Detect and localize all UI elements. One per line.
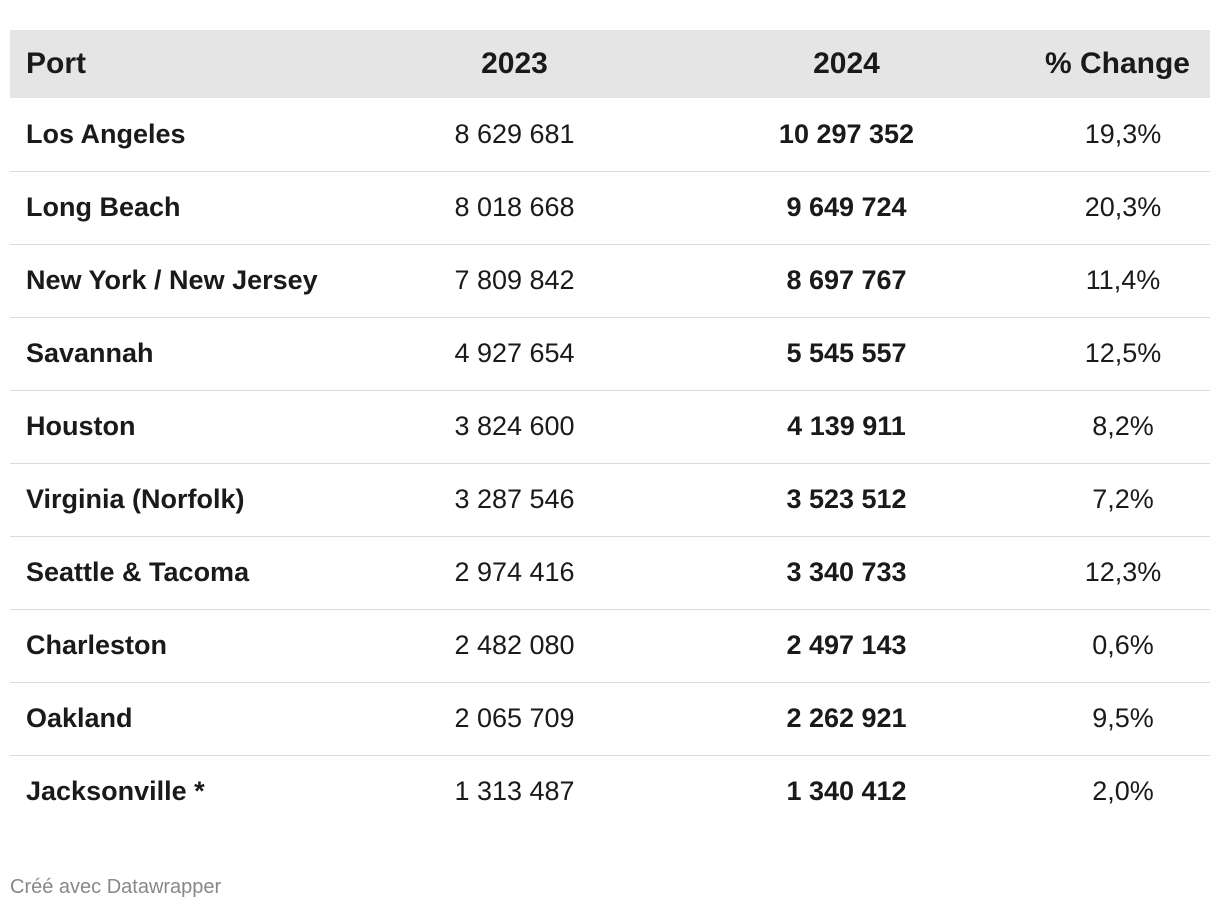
value-2024-cell: 4 139 911 bbox=[787, 411, 906, 441]
value-2024-cell: 3 340 733 bbox=[786, 557, 907, 587]
change-cell: 19,3% bbox=[1084, 118, 1162, 149]
port-volume-table: Port 2023 2024 % Change Los Angeles 8 629… bbox=[10, 30, 1210, 828]
value-2023-cell: 2 974 416 bbox=[454, 557, 575, 587]
value-2024-cell: 5 545 557 bbox=[786, 338, 907, 368]
table-row: Los Angeles 8 629 681 10 297 352 19,3% bbox=[10, 98, 1210, 171]
table-row: Jacksonville * 1 313 487 1 340 412 2,0% bbox=[10, 755, 1210, 828]
port-cell: Los Angeles bbox=[26, 118, 186, 149]
change-cell: 2,0% bbox=[1092, 776, 1154, 807]
value-2023-cell: 2 482 080 bbox=[454, 630, 575, 660]
header-row: Port 2023 2024 % Change bbox=[10, 30, 1210, 98]
value-2024-cell: 1 340 412 bbox=[786, 776, 907, 807]
column-header-port[interactable]: Port bbox=[26, 47, 86, 80]
change-cell: 0,6% bbox=[1092, 630, 1154, 660]
port-cell: New York / New Jersey bbox=[26, 265, 318, 295]
data-table-container: Port 2023 2024 % Change Los Angeles 8 629… bbox=[10, 30, 1210, 828]
value-2023-cell: 3 824 600 bbox=[454, 411, 575, 441]
port-cell: Charleston bbox=[26, 630, 168, 660]
value-2023-cell: 3 287 546 bbox=[454, 484, 575, 514]
value-2024-cell: 2 497 143 bbox=[786, 630, 907, 660]
value-2024-cell: 3 523 512 bbox=[786, 484, 907, 514]
port-cell: Long Beach bbox=[26, 192, 181, 222]
change-cell: 7,2% bbox=[1092, 484, 1154, 514]
port-cell: Oakland bbox=[26, 703, 133, 733]
column-header-change[interactable]: % Change bbox=[1044, 47, 1190, 80]
value-2023-cell: 8 629 681 bbox=[454, 118, 575, 149]
value-2024-cell: 2 262 921 bbox=[786, 703, 907, 733]
change-cell: 12,5% bbox=[1084, 338, 1162, 368]
table-row: New York / New Jersey 7 809 842 8 697 767 1… bbox=[10, 244, 1210, 317]
change-cell: 12,3% bbox=[1084, 557, 1162, 587]
value-2024-cell: 8 697 767 bbox=[786, 265, 907, 295]
value-2023-cell: 1 313 487 bbox=[454, 776, 575, 807]
table-row: Oakland 2 065 709 2 262 921 9,5% bbox=[10, 682, 1210, 755]
table-row: Seattle & Tacoma 2 974 416 3 340 733 12,3% bbox=[10, 536, 1210, 609]
port-cell: Jacksonville * bbox=[26, 776, 205, 807]
table-row: Virginia (Norfolk) 3 287 546 3 523 512 7,2% bbox=[10, 463, 1210, 536]
change-cell: 9,5% bbox=[1092, 703, 1154, 733]
column-header-2024[interactable]: 2024 bbox=[813, 47, 880, 80]
port-cell: Virginia (Norfolk) bbox=[26, 484, 245, 514]
change-cell: 20,3% bbox=[1084, 192, 1162, 222]
value-2023-cell: 2 065 709 bbox=[454, 703, 575, 733]
value-2024-cell: 10 297 352 bbox=[778, 118, 915, 149]
table-body: Los Angeles 8 629 681 10 297 352 19,3% Long … bbox=[10, 98, 1210, 828]
column-header-2023[interactable]: 2023 bbox=[481, 47, 548, 80]
table-row: Savannah 4 927 654 5 545 557 12,5% bbox=[10, 317, 1210, 390]
table-row: Charleston 2 482 080 2 497 143 0,6% bbox=[10, 609, 1210, 682]
port-cell: Houston bbox=[26, 411, 136, 441]
value-2024-cell: 9 649 724 bbox=[786, 192, 907, 222]
port-cell: Seattle & Tacoma bbox=[26, 557, 250, 587]
value-2023-cell: 4 927 654 bbox=[454, 338, 575, 368]
change-cell: 8,2% bbox=[1092, 411, 1154, 441]
datawrapper-credit: Créé avec Datawrapper bbox=[10, 876, 222, 898]
port-cell: Savannah bbox=[26, 338, 154, 368]
table-row: Long Beach 8 018 668 9 649 724 20,3% bbox=[10, 171, 1210, 244]
table-row: Houston 3 824 600 4 139 911 8,2% bbox=[10, 390, 1210, 463]
value-2023-cell: 8 018 668 bbox=[454, 192, 575, 222]
value-2023-cell: 7 809 842 bbox=[454, 265, 575, 295]
table-header: Port 2023 2024 % Change bbox=[10, 30, 1210, 98]
change-cell: 11,4% bbox=[1085, 265, 1161, 295]
